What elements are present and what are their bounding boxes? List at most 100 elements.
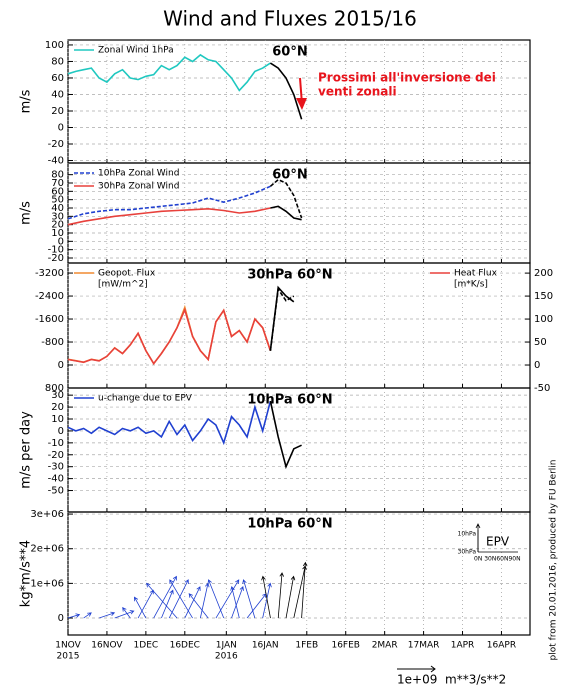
series-line — [67, 207, 271, 226]
panel-label: 10hPa 60°N — [247, 517, 332, 532]
y-tick-label: 40 — [51, 203, 64, 214]
y-tick-label: 0 — [58, 236, 64, 247]
y2-tick-label: 150 — [534, 291, 553, 302]
x-year-label: 2015 — [57, 652, 80, 662]
x-tick-label: 16NOV — [91, 641, 123, 651]
vector-arrow — [261, 575, 271, 619]
vector-arrow — [199, 582, 210, 619]
y-tick-label: -1600 — [35, 314, 64, 325]
inset-ylabel: 10hPa — [458, 531, 477, 538]
reference-arrow — [397, 665, 436, 673]
reference-unit: m**3/s**2 — [445, 673, 506, 687]
series-line — [67, 304, 272, 366]
vector-arrow — [153, 575, 177, 619]
panel-label: 60°N — [272, 45, 307, 60]
x-tick-label: 16DEC — [170, 641, 200, 651]
figure-title: Wind and Fluxes 2015/16 — [163, 7, 417, 31]
x-tick-label: 16APR — [487, 641, 516, 651]
panel-label: 10hPa 60°N — [247, 393, 332, 408]
series-line — [270, 205, 302, 221]
series-line — [67, 185, 271, 220]
vector-arrow — [262, 582, 272, 619]
legend-label: Geopot. Flux — [98, 269, 156, 279]
legend-label: u-change due to EPV — [98, 394, 193, 404]
x-tick-label: 2MAR — [372, 641, 398, 651]
legend-sublabel: [mW/m^2] — [98, 280, 148, 290]
y-tick-label: 60 — [51, 186, 64, 197]
x-tick-label: 1NOV — [55, 641, 81, 651]
vector-arrow — [277, 572, 285, 619]
inset-arrow — [475, 523, 481, 552]
y-tick-label: 20 — [51, 106, 64, 117]
y-tick-label: 2e+06 — [30, 544, 64, 555]
x-tick-label: 16JAN — [252, 641, 279, 651]
y-tick-label: -40 — [48, 156, 64, 167]
legend-label: Heat Flux — [454, 269, 498, 279]
vector-arrow — [184, 586, 201, 619]
y-axis-label: kg*m/s**4 — [19, 540, 34, 607]
vector-arrow — [122, 606, 131, 619]
y-tick-label: 800 — [45, 383, 64, 394]
y-tick-label: 50 — [51, 195, 64, 206]
y-axis-label: m/s — [19, 201, 34, 225]
y-tick-label: -30 — [48, 462, 64, 473]
y-tick-label: 60 — [51, 73, 64, 84]
vector-arrow — [169, 579, 193, 619]
vector-arrow — [67, 613, 81, 619]
y-tick-label: 1e+06 — [30, 578, 64, 589]
annotation: venti zonali — [318, 85, 397, 99]
y2-tick-label: 50 — [534, 337, 547, 348]
y-tick-label: -20 — [48, 139, 64, 150]
legend-label: Zonal Wind 1hPa — [98, 46, 174, 56]
inset-ylabel: 30hPa — [458, 549, 477, 556]
series-line — [67, 53, 271, 92]
vector-arrow — [231, 586, 244, 619]
y2-tick-label: -50 — [534, 383, 550, 394]
vector-arrow — [285, 575, 296, 619]
y-tick-label: 80 — [51, 170, 64, 181]
y-tick-label: -2400 — [35, 291, 64, 302]
vector-arrow — [161, 589, 174, 619]
vector-arrow — [114, 610, 135, 619]
y-axis-label: m/s — [19, 89, 34, 113]
y-tick-label: 0 — [58, 360, 64, 371]
vector-arrow — [83, 612, 92, 619]
series-line — [67, 400, 272, 446]
series-line — [269, 400, 302, 470]
x-tick-label: 1DEC — [134, 641, 159, 651]
series-line — [269, 62, 303, 120]
y-tick-label: -10 — [48, 438, 64, 449]
panel-frame — [67, 511, 531, 636]
y-tick-label: 3e+06 — [30, 509, 64, 520]
reference-arrow-label: 1e+09 — [397, 673, 437, 687]
y-axis-label: m/s per day — [19, 411, 34, 489]
y2-tick-label: 200 — [534, 268, 553, 279]
vector-arrow — [134, 596, 147, 619]
vector-arrow — [146, 582, 178, 619]
vector-arrow — [215, 579, 240, 619]
y-tick-label: 80 — [51, 56, 64, 67]
series-line — [67, 307, 272, 366]
footer: plot from 20.01.2016, produced by FU Ber… — [549, 459, 559, 660]
y-tick-label: 20 — [51, 220, 64, 231]
y-tick-label: -800 — [41, 337, 64, 348]
y-tick-label: -20 — [48, 253, 64, 264]
vector-arrow — [168, 579, 189, 619]
y-tick-label: 100 — [45, 40, 64, 51]
y-tick-label: -3200 — [35, 268, 64, 279]
x-tick-label: 1FEB — [295, 641, 318, 651]
y-tick-label: 30 — [51, 211, 64, 222]
vector-arrow — [137, 589, 154, 619]
inset-xlabel: 0N 30N60N90N — [474, 556, 521, 563]
x-year-label: 2016 — [215, 652, 238, 662]
vector-arrow — [301, 561, 308, 619]
annotation: Prossimi all'inversione dei — [318, 71, 496, 85]
y-tick-label: -10 — [48, 245, 64, 256]
x-tick-label: 17MAR — [408, 641, 440, 651]
y-tick-label: -20 — [48, 450, 64, 461]
vector-arrow — [188, 593, 209, 619]
x-tick-label: 1APR — [451, 641, 475, 651]
y-tick-label: 40 — [51, 89, 64, 100]
legend-label: 10hPa Zonal Wind — [98, 169, 179, 179]
